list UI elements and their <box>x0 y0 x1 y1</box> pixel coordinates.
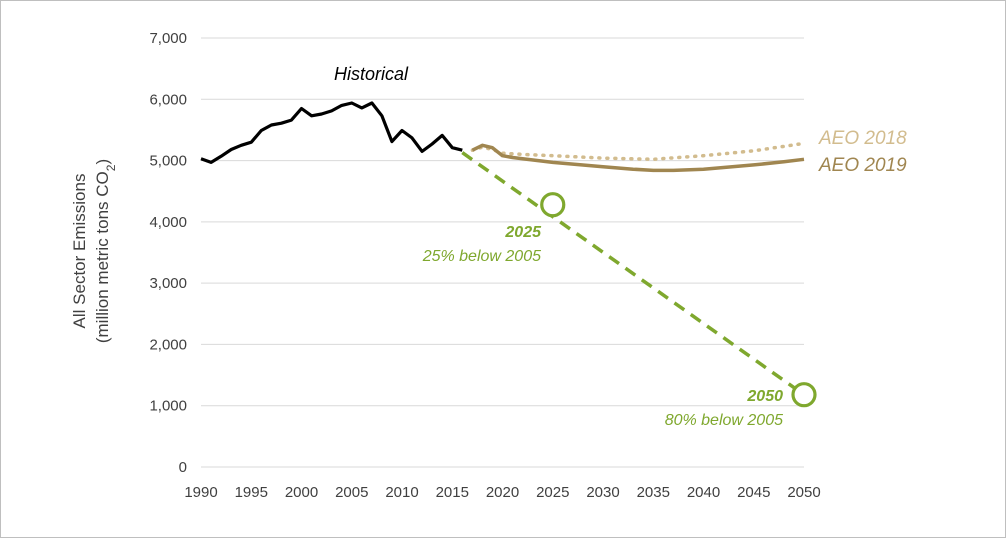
annotations: Historical AEO 2018 AEO 2019 2025 25% be… <box>334 64 907 429</box>
y-tick-3000: 3,000 <box>149 275 187 292</box>
x-tick-2005: 2005 <box>335 484 368 501</box>
y-axis-label-line2: (million metric tons CO2) <box>93 159 118 343</box>
x-tick-2050: 2050 <box>787 484 820 501</box>
series-historical <box>200 101 463 164</box>
aeo-2019-label: AEO 2019 <box>818 155 907 176</box>
target-2025-year-label: 2025 <box>504 224 542 241</box>
y-tick-5000: 5,000 <box>149 153 187 170</box>
y-tick-6000: 6,000 <box>149 91 187 108</box>
aeo-2018-label: AEO 2018 <box>818 128 907 149</box>
target-marker-2025 <box>540 192 566 218</box>
x-tick-2025: 2025 <box>536 484 569 501</box>
historical-label: Historical <box>334 64 409 84</box>
y-tick-labels: 0 1,000 2,000 3,000 4,000 5,000 6,000 7,000 <box>149 30 187 476</box>
target-2025-text-label: 25% below 2005 <box>422 248 541 265</box>
x-tick-2000: 2000 <box>285 484 318 501</box>
target-markers <box>540 192 817 408</box>
x-tick-1990: 1990 <box>184 484 217 501</box>
y-tick-2000: 2,000 <box>149 336 187 353</box>
y-axis-title: All Sector Emissions (million metric ton… <box>70 159 118 343</box>
x-tick-labels: 1990 1995 2000 2005 2010 2015 2020 2025 2030 2035… <box>184 484 820 501</box>
x-tick-2040: 2040 <box>687 484 720 501</box>
x-tick-2045: 2045 <box>737 484 770 501</box>
x-tick-2010: 2010 <box>385 484 418 501</box>
y-tick-4000: 4,000 <box>149 214 187 231</box>
x-tick-2035: 2035 <box>637 484 670 501</box>
x-tick-1995: 1995 <box>235 484 268 501</box>
x-tick-2020: 2020 <box>486 484 519 501</box>
x-tick-2030: 2030 <box>586 484 619 501</box>
target-2050-year-label: 2050 <box>746 388 783 405</box>
x-tick-2015: 2015 <box>436 484 469 501</box>
y-tick-1000: 1,000 <box>149 398 187 415</box>
y-tick-0: 0 <box>179 459 187 476</box>
target-marker-2050 <box>791 382 817 408</box>
gridlines <box>201 37 804 468</box>
target-2050-text-label: 80% below 2005 <box>665 412 783 429</box>
y-axis-label-line1: All Sector Emissions <box>70 174 89 329</box>
series-target <box>461 151 806 397</box>
series-aeo-2019 <box>471 143 805 173</box>
y-tick-7000: 7,000 <box>149 30 187 47</box>
series-aeo-2018 <box>470 141 806 162</box>
series-lines <box>200 101 806 397</box>
